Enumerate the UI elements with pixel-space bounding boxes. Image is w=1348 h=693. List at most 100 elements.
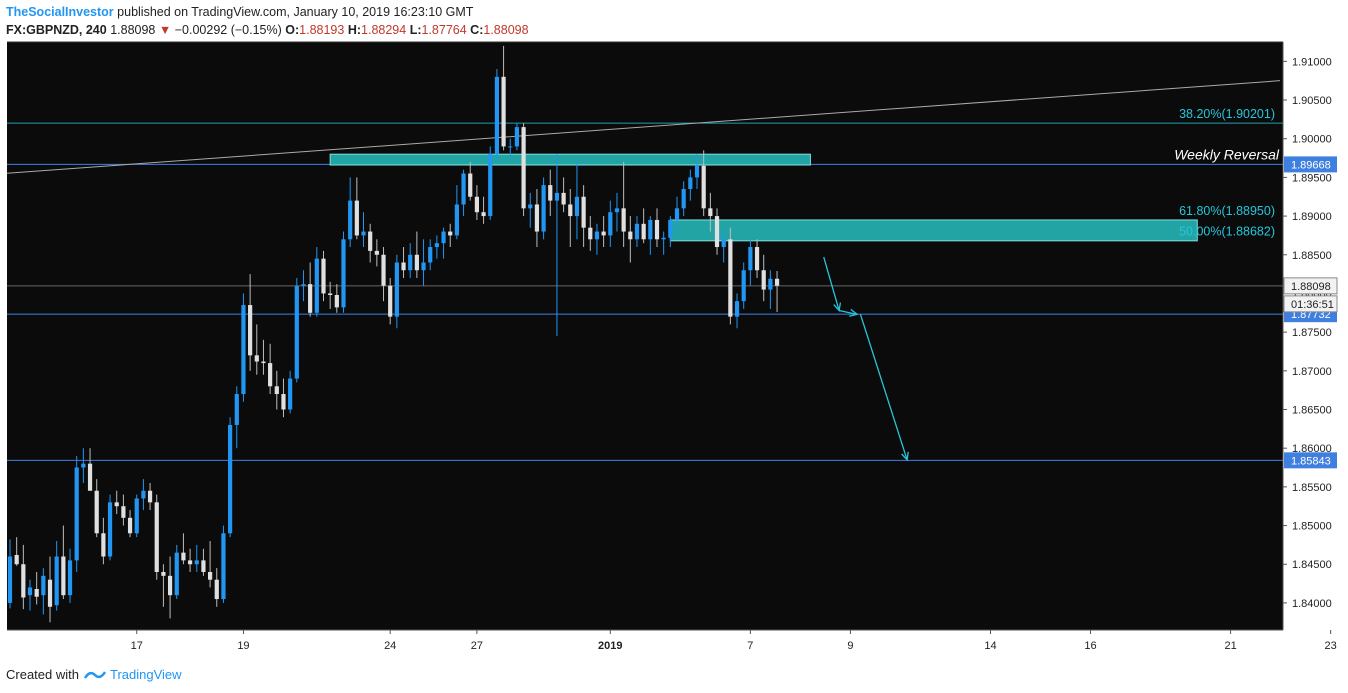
price-badge [1284,156,1337,173]
candle [521,123,526,217]
price-axis-panel [1283,42,1348,658]
low-label: L: [409,23,422,37]
x-tick-label: 2019 [598,640,622,652]
candle [541,177,546,240]
candle [668,216,673,248]
candle-body [414,254,419,271]
candle-body [434,243,439,248]
candle-body [228,424,233,534]
x-tick-label: 17 [131,640,143,652]
candle [394,254,399,329]
candle [268,343,273,395]
projection-arrow [859,314,908,460]
x-tick-label: 24 [384,640,396,652]
candle [708,192,713,232]
candle-body [548,185,553,201]
candle [127,510,133,538]
candle [161,564,166,607]
candle-body [14,554,19,565]
candle-body [628,231,633,240]
weekly-reversal-label: Weekly Reversal [1174,146,1280,162]
candle-body [61,556,66,596]
fib-label: 50.00%(1.88682) [1179,225,1275,239]
candle-body [674,208,680,220]
candle-body [34,588,39,597]
candle-body [648,219,653,240]
candle [408,243,413,278]
candle-body [641,223,646,240]
candle [368,223,373,263]
candle-body [81,463,86,468]
candle-body [41,575,46,596]
footer: Created with TradingView [6,667,182,682]
candle-body [187,560,193,565]
candle [228,417,233,538]
candle [248,274,253,371]
candle-body [288,378,293,410]
candle-body [401,262,406,271]
candle-body [21,564,26,598]
candle-body [361,231,366,236]
candle-body [701,165,706,209]
fib-label: 38.20%(1.90201) [1179,107,1275,121]
candle [634,216,640,248]
last-price: 1.88098 [110,23,156,37]
candle-body [274,386,279,395]
countdown-badge [1283,295,1338,313]
candle-body [514,127,520,147]
y-tick-label: 1.85500 [1292,482,1332,494]
candle-body [714,216,720,248]
candle-body [488,154,493,217]
price-change: −0.00292 (−0.15%) [174,23,282,37]
candle-body [74,467,79,561]
x-tick-label: 21 [1224,640,1236,652]
candle [87,448,93,491]
candle-body [461,173,466,205]
candle [281,378,286,418]
candle-body [581,196,586,228]
candle-body [47,579,53,607]
candle-body [741,270,746,302]
candle [361,212,366,248]
candle-body [594,231,600,240]
candle [214,568,219,607]
candle-body [448,231,453,236]
candle [374,239,379,267]
candle [107,494,113,561]
candle-body [147,490,153,503]
candle-body [127,517,133,534]
candle [574,161,580,240]
y-tick-label: 1.84500 [1292,559,1332,571]
candle-body [521,127,526,209]
candle-body [661,237,666,240]
y-tick-label: 1.89500 [1292,172,1332,184]
candle [147,483,153,511]
candle-body [201,560,206,572]
candle [694,154,700,189]
candle [134,494,139,538]
fib-label: 61.80%(1.88950) [1179,204,1275,218]
candle [628,216,633,263]
tradingview-link[interactable]: TradingView [109,667,182,682]
candle-body [341,239,346,308]
candle-body [774,278,780,286]
high-label: H: [347,23,362,37]
candle [187,548,193,572]
candle [588,216,593,251]
candle-body [754,247,760,271]
candle [528,192,533,228]
candle [27,579,33,611]
candle-body [107,502,113,557]
candle-body [194,560,199,565]
candle-body [381,254,386,286]
candle-body [394,262,399,317]
close-label: C: [470,23,484,37]
created-with-text: Created with [6,667,79,682]
candle [454,185,459,240]
x-tick-label: 14 [984,640,996,652]
candle-body [328,293,333,295]
author-link[interactable]: TheSocialInvestor [6,5,114,19]
candle [101,517,106,565]
candle [754,239,760,278]
